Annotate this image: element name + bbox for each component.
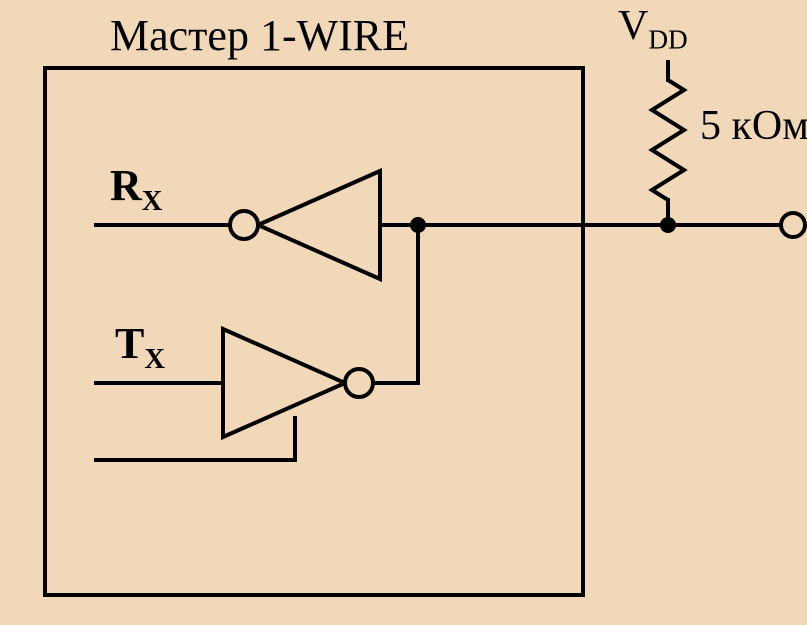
title-label: Мастер 1-WIRE [110, 10, 409, 61]
tx-buffer-bubble [345, 369, 373, 397]
bus-terminal [781, 213, 805, 237]
rx-label: RX [110, 160, 162, 218]
diagram-stage: Мастер 1-WIRE RX TX VDD 5 кОм [0, 0, 807, 625]
rx-buffer-bubble [230, 211, 258, 239]
rx-buffer [258, 171, 380, 279]
node-bus-internal [410, 217, 426, 233]
node-bus-pullup [660, 217, 676, 233]
pullup-resistor [652, 80, 684, 200]
resistor-value-label: 5 кОм [700, 102, 807, 150]
vdd-label: VDD [618, 2, 688, 55]
tx-label: TX [115, 318, 165, 376]
schematic-svg [0, 0, 807, 625]
tx-buffer [223, 329, 345, 437]
